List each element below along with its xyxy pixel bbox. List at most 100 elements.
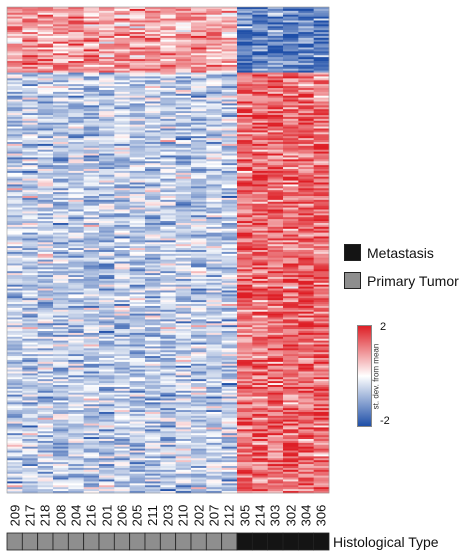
heatmap-cell: [313, 271, 330, 274]
heatmap-cell: [175, 163, 192, 166]
heatmap-cell: [267, 157, 284, 160]
heatmap-cell: [53, 446, 69, 449]
heatmap-cell: [267, 10, 284, 14]
heatmap-cell: [53, 89, 69, 93]
heatmap-cell: [83, 450, 100, 453]
heatmap-cell: [68, 28, 84, 31]
heatmap-cell: [37, 379, 54, 382]
heatmap-cell: [298, 431, 314, 434]
heatmap-cell: [129, 32, 146, 35]
heatmap-cell: [114, 450, 130, 453]
heatmap-cell: [99, 332, 115, 336]
heatmap-cell: [22, 423, 38, 426]
heatmap-cell: [68, 454, 84, 457]
heatmap-cell: [145, 371, 161, 374]
heatmap-cell: [7, 20, 23, 23]
heatmap-cell: [114, 120, 130, 124]
heatmap-cell: [114, 115, 130, 118]
heatmap-cell: [22, 302, 38, 305]
heatmap-cell: [53, 95, 69, 98]
heatmap-cell: [175, 354, 192, 357]
heatmap-cell: [83, 444, 100, 448]
heatmap-cell: [129, 140, 146, 143]
heatmap-cell: [7, 417, 23, 421]
heatmap-cell: [68, 136, 84, 139]
heatmap-cell: [53, 325, 69, 328]
heatmap-cell: [53, 396, 69, 399]
heatmap-cell: [114, 172, 130, 176]
heatmap-cell: [191, 302, 207, 305]
heatmap-cell: [175, 369, 192, 372]
heatmap-cell: [237, 377, 253, 380]
heatmap-cell: [237, 93, 253, 97]
heatmap-cell: [267, 261, 284, 264]
heatmap-cell: [313, 182, 330, 185]
heatmap-cell: [145, 157, 161, 160]
heatmap-cell: [129, 248, 146, 251]
heatmap-cell: [53, 228, 69, 232]
heatmap-cell: [22, 196, 38, 199]
heatmap-cell: [206, 76, 222, 79]
heatmap-cell: [22, 269, 38, 272]
heatmap-cell: [99, 176, 115, 179]
heatmap-cell: [283, 82, 299, 85]
heatmap-cell: [99, 359, 115, 363]
heatmap-cell: [191, 196, 207, 199]
heatmap-cell: [237, 338, 253, 341]
heatmap-cell: [22, 346, 38, 349]
heatmap-cell: [68, 296, 84, 299]
heatmap-cell: [267, 196, 284, 199]
heatmap-cell: [237, 390, 253, 394]
heatmap-cell: [22, 359, 38, 363]
heatmap-cell: [283, 205, 299, 208]
heatmap-cell: [129, 213, 146, 216]
heatmap-cell: [22, 290, 38, 293]
heatmap-cell: [7, 34, 23, 37]
heatmap-cell: [68, 259, 84, 262]
heatmap-cell: [221, 61, 238, 64]
heatmap-cell: [175, 211, 192, 214]
heatmap-cell: [237, 410, 253, 413]
heatmap-cell: [22, 57, 38, 60]
heatmap-cell: [206, 34, 222, 37]
heatmap-cell: [191, 8, 207, 12]
heatmap-cell: [22, 182, 38, 185]
heatmap-cell: [99, 427, 115, 430]
heatmap-cell: [7, 107, 23, 110]
heatmap-cell: [37, 300, 54, 303]
heatmap-cell: [221, 51, 238, 54]
heatmap-cell: [99, 24, 115, 27]
heatmap-cell: [252, 325, 268, 328]
heatmap-cell: [298, 390, 314, 394]
heatmap-cell: [252, 394, 268, 397]
heatmap-cell: [99, 178, 115, 181]
heatmap-cell: [53, 421, 69, 424]
heatmap-cell: [252, 404, 268, 407]
heatmap-cell: [160, 296, 176, 299]
heatmap-cell: [68, 307, 84, 311]
heatmap-cell: [68, 22, 84, 25]
heatmap-cell: [237, 446, 253, 449]
heatmap-cell: [145, 352, 161, 355]
heatmap-cell: [53, 45, 69, 48]
heatmap-cell: [298, 423, 314, 426]
heatmap-cell: [114, 132, 130, 135]
heatmap-cell: [237, 305, 253, 309]
heatmap-cell: [298, 169, 314, 172]
heatmap-cell: [22, 153, 38, 156]
heatmap-cell: [37, 215, 54, 218]
heatmap-cell: [37, 122, 54, 125]
heatmap-cell: [237, 427, 253, 430]
heatmap-cell: [83, 352, 100, 355]
heatmap-cell: [221, 12, 238, 16]
heatmap-cell: [53, 22, 69, 25]
heatmap-cell: [191, 358, 207, 361]
heatmap-cell: [83, 415, 100, 419]
heatmap-cell: [298, 124, 314, 127]
heatmap-cell: [221, 236, 238, 239]
heatmap-cell: [313, 99, 330, 102]
heatmap-cell: [267, 329, 284, 332]
heatmap-cell: [22, 265, 38, 268]
heatmap-cell: [313, 412, 330, 415]
heatmap-cell: [114, 118, 130, 122]
